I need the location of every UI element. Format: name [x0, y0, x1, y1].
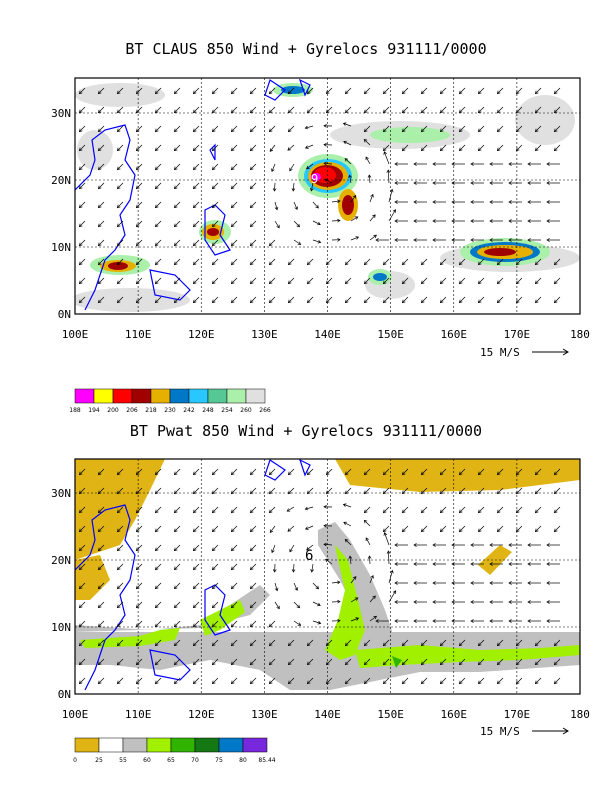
x-tick-label: 130E — [251, 328, 278, 341]
y-tick-label: 0N — [58, 308, 71, 321]
x-tick-label: 110E — [125, 328, 152, 341]
x-tick-label: 140E — [314, 708, 341, 721]
x-tick-label: 150E — [377, 328, 404, 341]
x-tick-label: 180 — [570, 708, 590, 721]
y-tick-label: 30N — [51, 107, 71, 120]
colorbar-swatch — [188, 388, 209, 404]
panel2-ref-label: 15 M/S — [480, 725, 520, 738]
panel2-axis-labels: 100E 110E 120E 130E 140E 150E 160E 170E 180 0N 10N… — [51, 487, 590, 721]
panel1-fill-layer — [75, 78, 580, 312]
colorbar-label: 206 — [126, 407, 138, 414]
y-tick-label: 10N — [51, 241, 71, 254]
colorbar-label: 254 — [221, 407, 233, 414]
x-tick-label: 170E — [504, 328, 531, 341]
colorbar-label: 194 — [88, 407, 100, 414]
colorbar-label: 70 — [191, 757, 199, 764]
colorbar-label: 266 — [259, 407, 271, 414]
colorbar-swatch — [245, 388, 266, 404]
colorbar-swatch — [146, 737, 172, 753]
colorbar-swatch — [74, 388, 95, 404]
colorbar-label: 65 — [167, 757, 175, 764]
x-tick-label: 130E — [251, 708, 278, 721]
panel1-gyre-marker: 9 — [311, 172, 318, 186]
colorbar-swatch — [112, 388, 133, 404]
x-tick-label: 100E — [62, 708, 89, 721]
x-tick-label: 120E — [188, 708, 215, 721]
panel1-axis-labels: 100E 110E 120E 130E 140E 150E 160E 170E 180 0N 10N… — [51, 107, 590, 341]
panel2-map: 6 100E 110E 120E 130E 140E 150E 160E 170E 1800N1… — [51, 458, 590, 764]
colorbar-label: 242 — [183, 407, 195, 414]
x-tick-label: 160E — [441, 708, 468, 721]
y-tick-label: 10N — [51, 621, 71, 634]
colorbar-swatch — [93, 388, 114, 404]
colorbar-swatch — [242, 737, 268, 753]
y-tick-label: 20N — [51, 174, 71, 187]
colorbar-label: 248 — [202, 407, 214, 414]
colorbar-label: 55 — [119, 757, 127, 764]
colorbar-swatch — [218, 737, 244, 753]
colorbar-swatch — [170, 737, 196, 753]
colorbar-label: 218 — [145, 407, 157, 414]
x-tick-label: 100E — [62, 328, 89, 341]
colorbar-label: 200 — [107, 407, 119, 414]
y-tick-label: 30N — [51, 487, 71, 500]
y-tick-label: 0N — [58, 688, 71, 701]
colorbar-swatch — [131, 388, 152, 404]
panel2-frame — [74, 458, 581, 695]
x-tick-label: 150E — [377, 708, 404, 721]
colorbar-label: 75 — [215, 757, 223, 764]
colorbar-label: 80 — [239, 757, 247, 764]
colorbar-swatch — [150, 388, 171, 404]
panel1-frame — [74, 77, 581, 315]
panel2-reference-vector: 15 M/S — [480, 725, 569, 738]
x-tick-label: 140E — [314, 328, 341, 341]
panel1-grid — [75, 78, 580, 314]
x-tick-label: 170E — [504, 708, 531, 721]
colorbar-label: 60 — [143, 757, 151, 764]
colorbar-label: 0 — [73, 757, 77, 764]
colorbar-label: 25 — [95, 757, 103, 764]
colorbar-swatch — [226, 388, 247, 404]
y-tick-label: 20N — [51, 554, 71, 567]
colorbar-label: 230 — [164, 407, 176, 414]
colorbar-label: 85.44 — [258, 757, 275, 764]
colorbar-swatch — [169, 388, 190, 404]
panel1-title: BT CLAUS 850 Wind + Gyrelocs 931111/0000 — [125, 40, 487, 58]
colorbar-swatch — [122, 737, 148, 753]
panel2-title: BT Pwat 850 Wind + Gyrelocs 931111/0000 — [129, 422, 483, 440]
panel2-colorbar: 0 25 55 60 65 70 75 80 85.44 — [73, 737, 276, 764]
x-tick-label: 160E — [441, 328, 468, 341]
panel1-wind-vectors — [78, 87, 561, 304]
panel1-reference-vector: 15 M/S — [480, 346, 569, 359]
colorbar-swatch — [194, 737, 220, 753]
x-tick-label: 180 — [570, 328, 590, 341]
x-tick-label: 120E — [188, 328, 215, 341]
panel2-gyre-marker: 6 — [305, 548, 313, 564]
panel1-ref-label: 15 M/S — [480, 346, 520, 359]
panel2-coastlines — [75, 459, 311, 691]
colorbar-label: 260 — [240, 407, 252, 414]
colorbar-swatch — [98, 737, 124, 753]
colorbar-swatch — [207, 388, 228, 404]
panel1-colorbar: 188 194 200 206 218 230 242 248 254 260 266 — [69, 388, 271, 414]
colorbar-swatch — [74, 737, 100, 753]
colorbar-label: 188 — [69, 407, 81, 414]
panel1-coastlines — [75, 78, 311, 311]
x-tick-label: 110E — [125, 708, 152, 721]
panel1-map: 9 100E 110E 120E 130E 140E 150E 160E 170E 1800N1… — [51, 77, 590, 414]
panel2-wind-vectors — [78, 468, 561, 685]
